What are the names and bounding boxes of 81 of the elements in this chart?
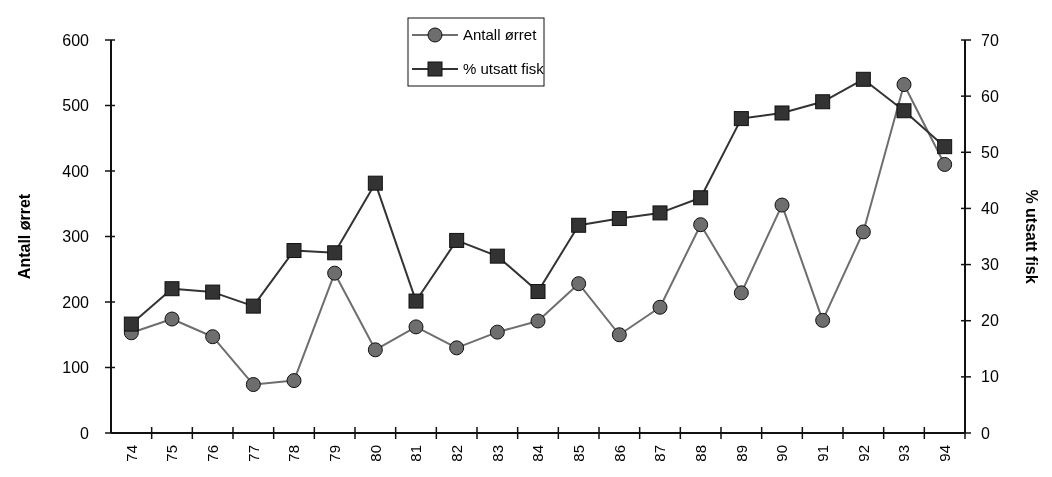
point — [408, 319, 424, 335]
x-tick-label: 88 — [691, 445, 709, 462]
point — [855, 71, 871, 87]
x-tick-label: 89 — [732, 445, 750, 462]
point — [327, 265, 343, 281]
point — [489, 248, 505, 264]
point — [205, 284, 221, 300]
y2-tick-label: 50 — [981, 143, 999, 161]
point — [571, 276, 587, 292]
x-tick-label: 90 — [773, 445, 791, 462]
x-tick-label: 75 — [163, 445, 181, 462]
y2-tick-label: 20 — [981, 312, 999, 330]
point — [530, 284, 546, 300]
y-tick-label: 300 — [62, 228, 90, 246]
point — [815, 94, 831, 110]
y-tick-label: 100 — [62, 359, 90, 377]
x-tick-label: 91 — [813, 445, 831, 462]
y-tick-label: 0 — [80, 424, 90, 442]
point — [693, 217, 709, 233]
x-tick-label: 81 — [407, 445, 425, 462]
point — [164, 311, 180, 327]
point — [449, 340, 465, 356]
y-tick-label: 400 — [62, 162, 90, 180]
point — [611, 327, 627, 343]
point — [855, 224, 871, 240]
y2-tick-label: 30 — [981, 256, 999, 274]
x-tick-label: 78 — [285, 445, 303, 462]
point — [693, 190, 709, 206]
point — [408, 293, 424, 309]
x-tick-label: 92 — [854, 445, 872, 462]
y2-tick-label: 40 — [981, 200, 999, 218]
point — [245, 377, 261, 393]
x-tick-label: 79 — [325, 445, 343, 462]
x-tick-label: 86 — [610, 445, 628, 462]
point — [164, 281, 180, 297]
y2-tick-label: 70 — [981, 31, 999, 49]
x-tick-label: 84 — [529, 445, 547, 462]
point — [327, 245, 343, 261]
x-tick-label: 94 — [935, 445, 953, 462]
legend-label: % utsatt fisk — [463, 60, 545, 78]
legend-label: Antall ørret — [463, 26, 538, 44]
y2-axis-title: % utsatt fisk — [1023, 189, 1040, 284]
y-tick-label: 500 — [62, 97, 90, 115]
point — [733, 111, 749, 127]
point — [449, 232, 465, 248]
x-tick-label: 93 — [895, 445, 913, 462]
y2-tick-label: 10 — [981, 368, 999, 386]
point — [774, 197, 790, 213]
point — [652, 299, 668, 315]
y2-tick-label: 0 — [981, 424, 990, 442]
x-tick-label: 80 — [366, 445, 384, 462]
point — [205, 329, 221, 345]
point — [937, 139, 953, 155]
y-axis-title: Antall ørret — [16, 193, 33, 280]
x-tick-label: 77 — [244, 445, 262, 462]
point — [652, 205, 668, 221]
point — [286, 373, 302, 389]
point — [245, 298, 261, 314]
point — [367, 342, 383, 358]
x-tick-label: 82 — [447, 445, 465, 462]
point — [733, 285, 749, 301]
y-tick-label: 600 — [62, 31, 90, 49]
point — [286, 243, 302, 259]
y-tick-label: 200 — [62, 293, 90, 311]
point — [937, 156, 953, 172]
x-tick-label: 74 — [122, 445, 140, 462]
point — [896, 103, 912, 119]
point — [367, 175, 383, 191]
x-tick-label: 83 — [488, 445, 506, 462]
point — [815, 312, 831, 328]
point — [489, 324, 505, 340]
point — [571, 217, 587, 233]
y2-tick-label: 60 — [981, 87, 999, 105]
point — [530, 313, 546, 329]
x-tick-label: 76 — [203, 445, 221, 462]
point — [123, 316, 139, 332]
point — [774, 105, 790, 121]
x-tick-label: 87 — [651, 445, 669, 462]
point — [611, 211, 627, 227]
point — [896, 77, 912, 93]
x-tick-label: 85 — [569, 445, 587, 462]
